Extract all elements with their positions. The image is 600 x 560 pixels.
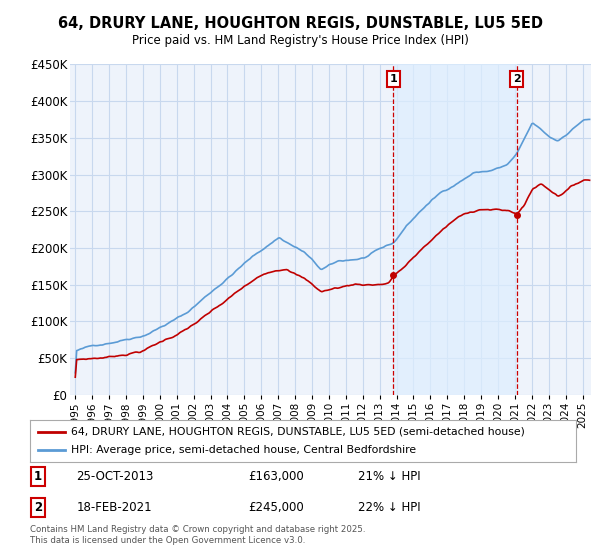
Text: Contains HM Land Registry data © Crown copyright and database right 2025.
This d: Contains HM Land Registry data © Crown c… [30, 525, 365, 545]
Text: 22% ↓ HPI: 22% ↓ HPI [358, 501, 420, 514]
Text: 2: 2 [34, 501, 42, 514]
Text: 21% ↓ HPI: 21% ↓ HPI [358, 469, 420, 483]
Text: 25-OCT-2013: 25-OCT-2013 [76, 469, 154, 483]
Text: £163,000: £163,000 [248, 469, 304, 483]
Text: 64, DRURY LANE, HOUGHTON REGIS, DUNSTABLE, LU5 5ED (semi-detached house): 64, DRURY LANE, HOUGHTON REGIS, DUNSTABL… [71, 427, 525, 437]
Text: 2: 2 [513, 74, 520, 84]
Text: 18-FEB-2021: 18-FEB-2021 [76, 501, 152, 514]
Text: 1: 1 [34, 469, 42, 483]
Text: HPI: Average price, semi-detached house, Central Bedfordshire: HPI: Average price, semi-detached house,… [71, 445, 416, 455]
Bar [393, 64, 517, 395]
Text: 64, DRURY LANE, HOUGHTON REGIS, DUNSTABLE, LU5 5ED: 64, DRURY LANE, HOUGHTON REGIS, DUNSTABL… [58, 16, 542, 31]
Text: £245,000: £245,000 [248, 501, 304, 514]
Text: 1: 1 [389, 74, 397, 84]
Text: Price paid vs. HM Land Registry's House Price Index (HPI): Price paid vs. HM Land Registry's House … [131, 34, 469, 46]
